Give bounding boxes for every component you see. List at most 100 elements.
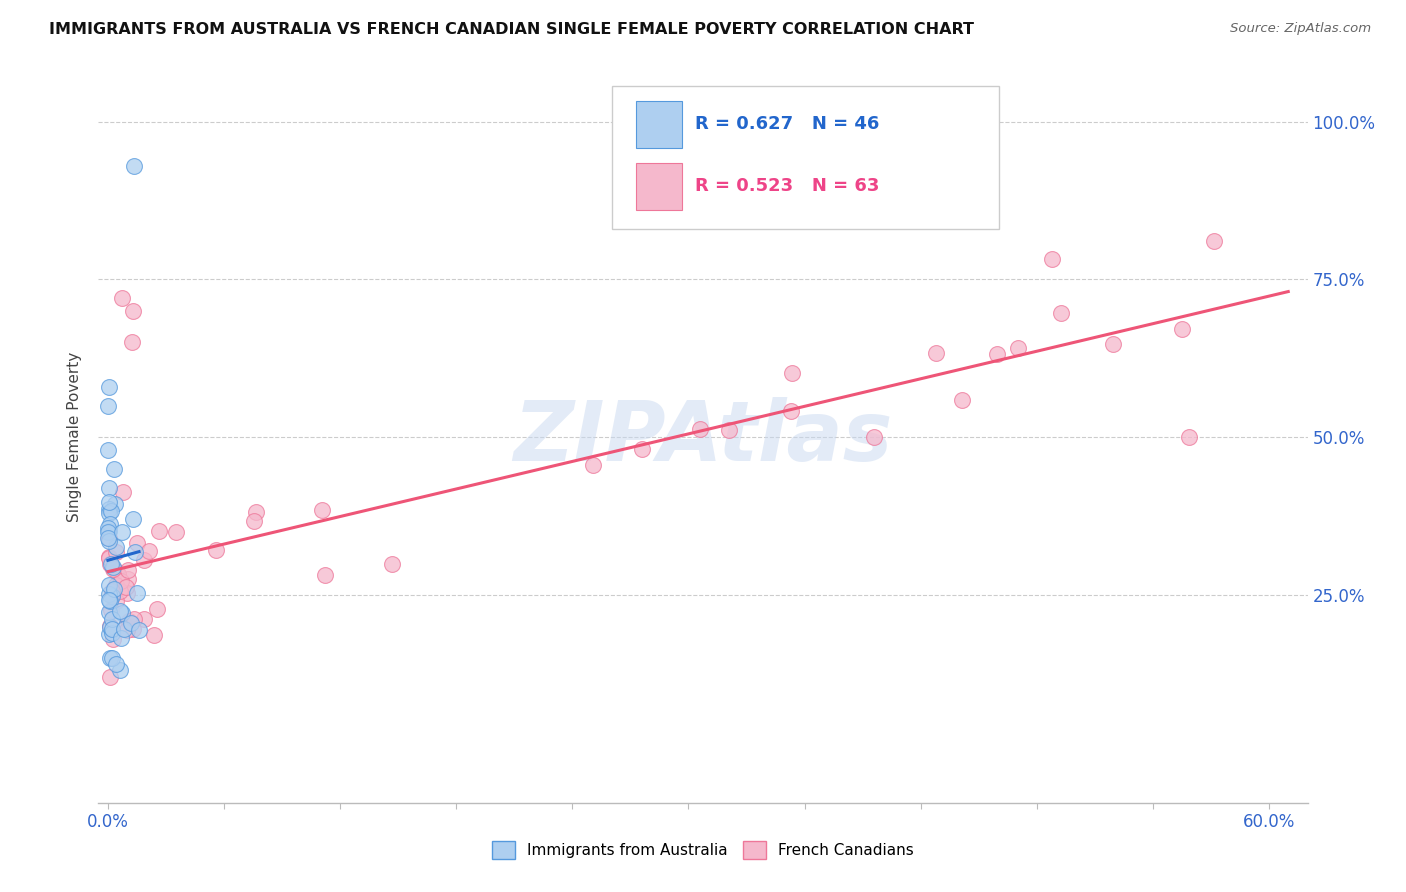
- Point: [105, 578, 128, 592]
- Y-axis label: Single Female Poverty: Single Female Poverty: [67, 352, 83, 522]
- Point: [100, 603, 122, 617]
- Point: [98, 551, 121, 566]
- Point: [98, 506, 121, 520]
- Point: [97, 524, 120, 539]
- Point: [122, 159, 145, 173]
- Point: [311, 502, 333, 516]
- FancyBboxPatch shape: [613, 86, 1000, 228]
- Point: [950, 393, 973, 408]
- Point: [1007, 341, 1029, 355]
- Point: [100, 612, 122, 626]
- Point: [110, 574, 132, 588]
- Point: [121, 622, 143, 636]
- Point: [986, 347, 1008, 361]
- Point: [122, 304, 145, 318]
- Point: [108, 604, 131, 618]
- Point: [103, 562, 125, 576]
- Point: [103, 461, 125, 475]
- Point: [97, 520, 120, 534]
- Point: [115, 624, 138, 638]
- Point: [101, 587, 124, 601]
- Point: [111, 606, 134, 620]
- Point: [243, 514, 266, 528]
- Point: [582, 458, 605, 473]
- Point: [114, 619, 136, 633]
- Legend: Immigrants from Australia, French Canadians: Immigrants from Australia, French Canadi…: [486, 835, 920, 864]
- Point: [381, 557, 404, 571]
- Point: [98, 605, 121, 619]
- Point: [100, 589, 122, 603]
- Point: [98, 578, 121, 592]
- Point: [98, 619, 121, 633]
- Point: [97, 593, 120, 607]
- Point: [98, 549, 121, 564]
- Point: [134, 552, 156, 566]
- Point: [689, 422, 711, 436]
- Point: [115, 580, 138, 594]
- Point: [1102, 337, 1125, 351]
- Text: R = 0.627   N = 46: R = 0.627 N = 46: [695, 115, 879, 133]
- Point: [101, 559, 124, 574]
- Point: [100, 625, 122, 640]
- Point: [108, 583, 131, 598]
- Point: [98, 594, 121, 608]
- Point: [128, 623, 150, 637]
- FancyBboxPatch shape: [637, 101, 682, 148]
- Point: [97, 501, 120, 516]
- Point: [127, 586, 149, 600]
- Point: [124, 612, 146, 626]
- Point: [97, 379, 120, 393]
- Point: [100, 557, 122, 571]
- Point: [1178, 430, 1201, 444]
- Point: [97, 495, 120, 509]
- Point: [245, 505, 267, 519]
- Point: [314, 567, 336, 582]
- Point: [97, 587, 120, 601]
- Point: [105, 545, 128, 559]
- Point: [132, 612, 155, 626]
- Point: [1050, 306, 1073, 320]
- Point: [205, 543, 228, 558]
- Point: [115, 586, 138, 600]
- Text: R = 0.523   N = 63: R = 0.523 N = 63: [695, 178, 879, 195]
- Point: [98, 557, 121, 571]
- Point: [100, 516, 122, 531]
- Point: [105, 565, 128, 579]
- Point: [117, 572, 139, 586]
- Text: IMMIGRANTS FROM AUSTRALIA VS FRENCH CANADIAN SINGLE FEMALE POVERTY CORRELATION C: IMMIGRANTS FROM AUSTRALIA VS FRENCH CANA…: [49, 22, 974, 37]
- Text: Source: ZipAtlas.com: Source: ZipAtlas.com: [1230, 22, 1371, 36]
- Point: [100, 585, 122, 599]
- Point: [104, 657, 127, 671]
- Point: [1202, 234, 1225, 248]
- Point: [104, 540, 127, 554]
- Point: [718, 423, 741, 437]
- Point: [143, 628, 166, 642]
- Point: [97, 481, 120, 495]
- Point: [146, 602, 169, 616]
- Point: [97, 531, 120, 545]
- Point: [148, 524, 170, 538]
- Point: [98, 619, 121, 633]
- Point: [103, 582, 125, 597]
- Point: [120, 615, 142, 630]
- Point: [863, 430, 886, 444]
- Point: [925, 346, 948, 360]
- Point: [97, 627, 120, 641]
- Point: [97, 442, 120, 457]
- Point: [112, 622, 135, 636]
- Point: [117, 563, 139, 577]
- Point: [101, 583, 124, 598]
- Point: [104, 497, 127, 511]
- Point: [112, 484, 135, 499]
- Point: [100, 504, 122, 518]
- Point: [1171, 322, 1194, 336]
- Point: [1040, 252, 1063, 266]
- Point: [780, 367, 803, 381]
- Point: [122, 512, 145, 526]
- Point: [101, 650, 124, 665]
- Point: [101, 632, 124, 646]
- Point: [127, 535, 149, 549]
- FancyBboxPatch shape: [637, 163, 682, 211]
- Point: [98, 531, 121, 545]
- Point: [165, 524, 187, 539]
